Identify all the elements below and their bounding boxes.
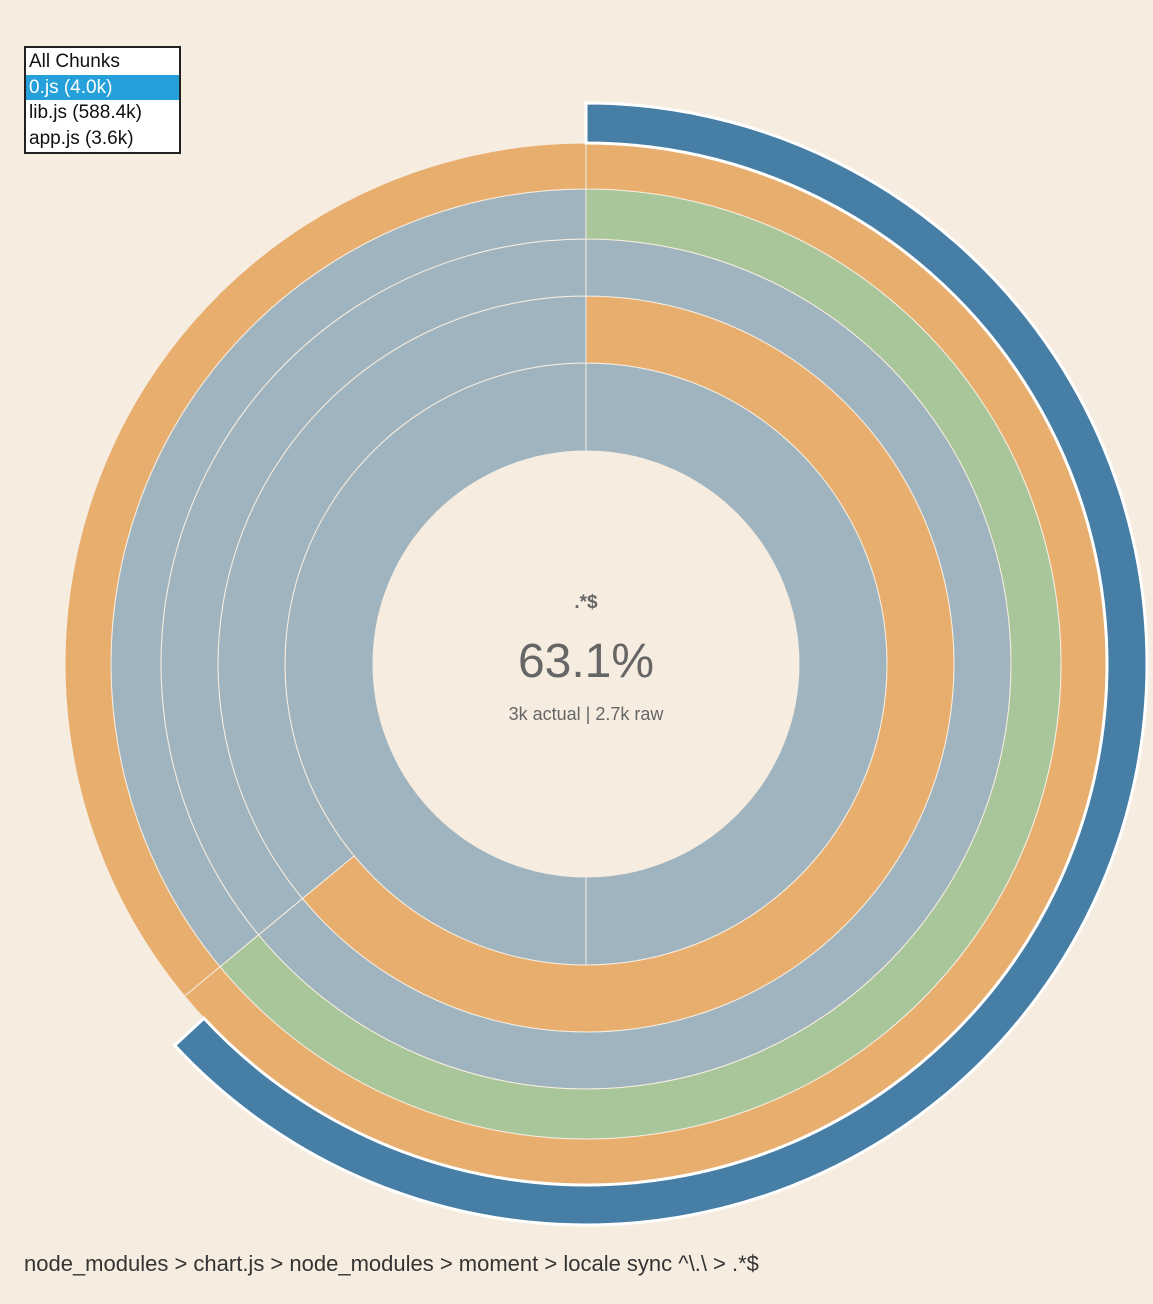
center-module-name: .*$ bbox=[574, 592, 598, 613]
center-percentage: 63.1% bbox=[518, 635, 654, 688]
sunburst-segment-depth-6-0[interactable] bbox=[172, 101, 1149, 1227]
breadcrumb: node_modules > chart.js > node_modules >… bbox=[24, 1251, 759, 1276]
sunburst-chart: .*$ 63.1% 3k actual | 2.7k raw bbox=[64, 101, 1149, 1227]
chunk-option-appjs[interactable]: app.js (3.6k) bbox=[29, 127, 134, 149]
chunk-selector[interactable]: All Chunks 0.js (4.0k) lib.js (588.4k) a… bbox=[24, 46, 181, 154]
chunk-option-libjs[interactable]: lib.js (588.4k) bbox=[29, 102, 142, 123]
chunk-option-all[interactable]: All Chunks bbox=[29, 51, 120, 72]
sunburst-arcs[interactable] bbox=[64, 101, 1149, 1227]
chunk-option-0js[interactable]: 0.js (4.0k) bbox=[26, 74, 179, 100]
center-size-info: 3k actual | 2.7k raw bbox=[509, 704, 665, 724]
